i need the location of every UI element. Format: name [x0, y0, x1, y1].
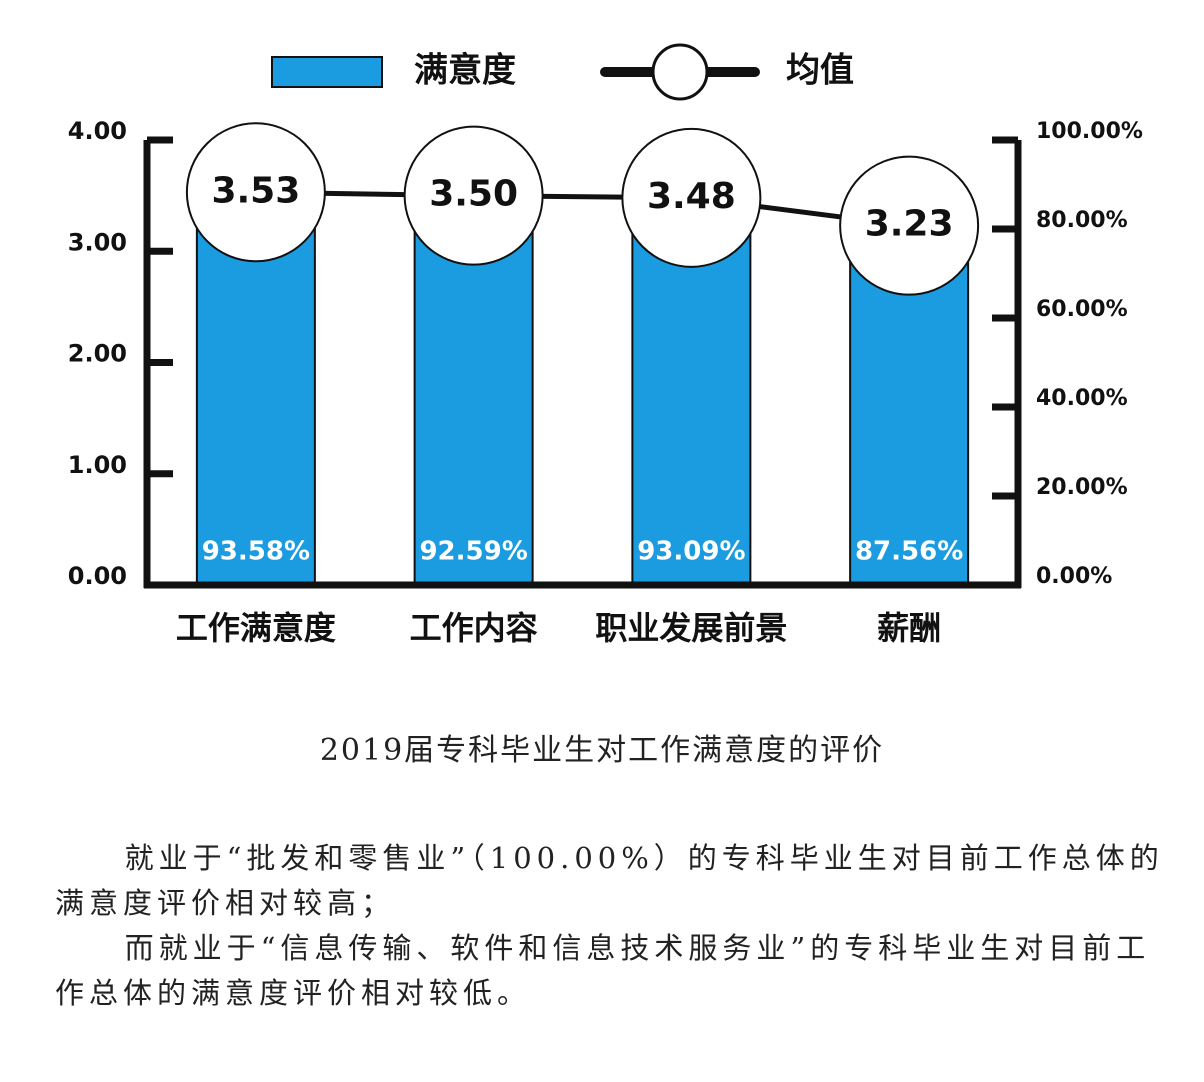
legend-marker — [651, 43, 709, 101]
bar-value-label: 93.58% — [202, 537, 310, 567]
line-marker — [403, 125, 544, 266]
y2-tick-label: 60.00% — [1036, 297, 1128, 322]
x-tick-label: 薪酬 — [877, 609, 941, 647]
x-tick-label: 工作内容 — [410, 609, 538, 647]
line-value-label: 3.50 — [429, 174, 518, 215]
line-marker — [185, 122, 326, 263]
bar-value-label: 87.56% — [855, 537, 963, 567]
chart: 满意度 均值 93.58% 工作满意度 92.59% 工作内容 93.09% 职业发展前景 87… — [67, 43, 1143, 648]
x-tick-label: 职业发展前景 — [595, 609, 787, 647]
y-tick-label: 3.00 — [68, 228, 127, 256]
y-tick-label: 4.00 — [68, 117, 127, 145]
legend-label: 满意度 — [414, 51, 516, 91]
bar-value-label: 92.59% — [419, 537, 527, 567]
paragraph: 就业于“批发和零售业”（100.00%）的专科毕业生对目前工作总体的满意度评价相… — [55, 841, 1164, 920]
line-marker — [839, 155, 980, 296]
line-marker — [621, 127, 762, 268]
y2-tick-label: 80.00% — [1036, 208, 1128, 233]
y2-tick-label: 20.00% — [1036, 475, 1128, 500]
paragraphs: 就业于“批发和零售业”（100.00%）的专科毕业生对目前工作总体的满意度评价相… — [55, 836, 1165, 1016]
line-value-label: 3.53 — [211, 170, 300, 211]
line — [255, 189, 910, 229]
y2-tick-label: 0.00% — [1036, 564, 1112, 589]
line-value-label: 3.48 — [647, 176, 736, 217]
y-tick-label: 1.00 — [68, 451, 127, 479]
y2-tick-label: 40.00% — [1036, 386, 1128, 411]
legend-swatch — [271, 56, 383, 88]
bar-value-label: 93.09% — [637, 537, 745, 567]
y-tick-label: 0.00 — [68, 562, 127, 590]
y2-tick-label: 100.00% — [1036, 119, 1143, 144]
legend-label: 均值 — [786, 51, 854, 91]
caption: 2019届专科毕业生对工作满意度的评价 — [319, 733, 885, 768]
paragraph: 而就业于“信息传输、软件和信息技术服务业”的专科毕业生对目前工作总体的满意度评价… — [55, 931, 1151, 1010]
line-value-label: 3.23 — [865, 204, 954, 245]
x-tick-label: 工作满意度 — [176, 609, 336, 647]
y-tick-label: 2.00 — [68, 340, 127, 368]
